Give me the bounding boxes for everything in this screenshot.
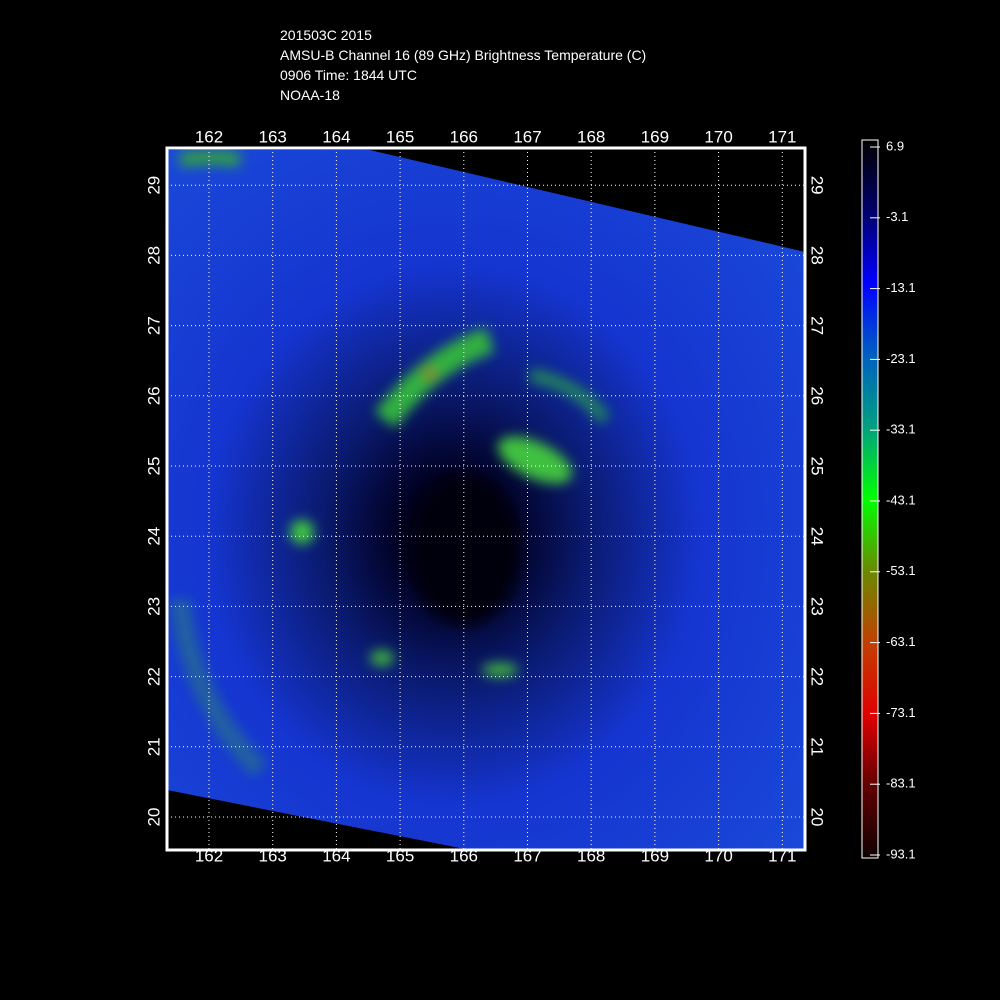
lat-label: 20 bbox=[808, 808, 827, 827]
lon-label: 166 bbox=[450, 127, 478, 146]
colorbar-label: -83.1 bbox=[886, 776, 916, 791]
colorbar-labels: 6.9 -3.1 -13.1 -23.1 -33.1 -43.1 -53.1 -63.1 -73… bbox=[870, 138, 916, 861]
colorbar-label: -93.1 bbox=[886, 846, 916, 861]
satellite-image bbox=[167, 150, 805, 850]
lon-label: 164 bbox=[322, 127, 350, 146]
colorbar-label: -73.1 bbox=[886, 705, 916, 720]
lon-label: 167 bbox=[513, 846, 541, 865]
colorbar bbox=[861, 139, 879, 859]
lon-label: 167 bbox=[513, 127, 541, 146]
lon-label: 169 bbox=[641, 127, 669, 146]
lat-label: 20 bbox=[144, 808, 163, 827]
axis-labels: 162 162 163 163 164 164 165 165 166 166 167 167 168 1… bbox=[144, 127, 826, 865]
colorbar-label: -23.1 bbox=[886, 351, 916, 366]
title-block: 201503C 2015 AMSU-B Channel 16 (89 GHz) B… bbox=[280, 27, 646, 103]
lon-label: 168 bbox=[577, 127, 605, 146]
lat-label: 29 bbox=[144, 176, 163, 195]
lat-label: 21 bbox=[144, 737, 163, 756]
colorbar-label: 6.9 bbox=[886, 138, 904, 153]
lon-label: 169 bbox=[641, 846, 669, 865]
lat-label: 24 bbox=[144, 527, 163, 546]
lat-label: 26 bbox=[144, 386, 163, 405]
lon-label: 162 bbox=[195, 846, 223, 865]
lon-label: 163 bbox=[259, 127, 287, 146]
colorbar-label: -13.1 bbox=[886, 280, 916, 295]
lat-label: 21 bbox=[808, 737, 827, 756]
lat-label: 27 bbox=[808, 316, 827, 335]
lon-label: 163 bbox=[259, 846, 287, 865]
map-frame bbox=[165, 146, 807, 852]
title-line: NOAA-18 bbox=[280, 87, 340, 103]
lon-label: 165 bbox=[386, 127, 414, 146]
lat-label: 29 bbox=[808, 176, 827, 195]
colorbar-label: -43.1 bbox=[886, 492, 916, 507]
lat-label: 22 bbox=[808, 667, 827, 686]
lon-label: 166 bbox=[450, 846, 478, 865]
lat-label: 27 bbox=[144, 316, 163, 335]
lat-label: 28 bbox=[144, 246, 163, 265]
graticule bbox=[167, 148, 805, 850]
lon-label: 171 bbox=[768, 846, 796, 865]
lon-label: 164 bbox=[322, 846, 350, 865]
colorbar-label: -53.1 bbox=[886, 563, 916, 578]
title-line: 0906 Time: 1844 UTC bbox=[280, 67, 417, 83]
lat-label: 25 bbox=[144, 457, 163, 476]
lat-label: 26 bbox=[808, 386, 827, 405]
colorbar-label: -33.1 bbox=[886, 422, 916, 437]
lat-label: 25 bbox=[808, 457, 827, 476]
lat-label: 23 bbox=[144, 597, 163, 616]
lon-label: 162 bbox=[195, 127, 223, 146]
lon-label: 165 bbox=[386, 846, 414, 865]
lat-label: 22 bbox=[144, 667, 163, 686]
lon-label: 170 bbox=[704, 127, 732, 146]
title-line: 201503C 2015 bbox=[280, 27, 372, 43]
lat-label: 23 bbox=[808, 597, 827, 616]
lon-label: 171 bbox=[768, 127, 796, 146]
lon-label: 168 bbox=[577, 846, 605, 865]
title-line: AMSU-B Channel 16 (89 GHz) Brightness Te… bbox=[280, 47, 646, 63]
colorbar-label: -3.1 bbox=[886, 209, 908, 224]
lat-label: 28 bbox=[808, 246, 827, 265]
lat-label: 24 bbox=[808, 527, 827, 546]
lon-label: 170 bbox=[704, 846, 732, 865]
colorbar-label: -63.1 bbox=[886, 634, 916, 649]
